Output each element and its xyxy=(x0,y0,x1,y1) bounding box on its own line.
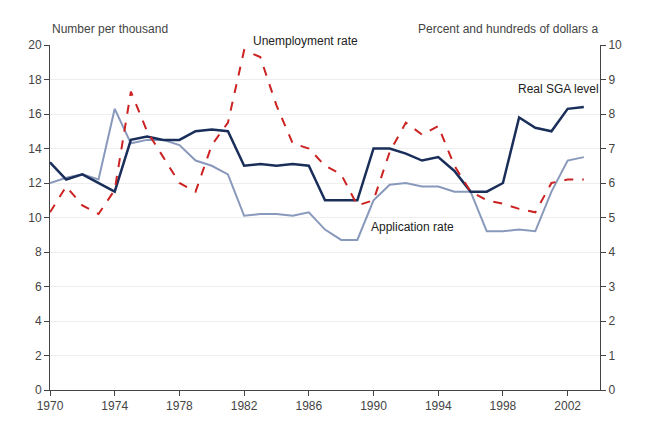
svg-text:0: 0 xyxy=(35,383,42,397)
svg-text:1990: 1990 xyxy=(360,399,387,413)
svg-text:9: 9 xyxy=(608,73,615,87)
svg-text:8: 8 xyxy=(35,245,42,259)
svg-text:4: 4 xyxy=(35,314,42,328)
svg-text:1974: 1974 xyxy=(101,399,128,413)
svg-text:1986: 1986 xyxy=(295,399,322,413)
svg-text:Percent and hundreds of dollar: Percent and hundreds of dollars a xyxy=(418,22,598,36)
svg-text:1994: 1994 xyxy=(425,399,452,413)
svg-text:2002: 2002 xyxy=(554,399,581,413)
svg-text:Unemployment rate: Unemployment rate xyxy=(253,34,358,48)
svg-text:4: 4 xyxy=(608,245,615,259)
svg-text:0: 0 xyxy=(608,383,615,397)
svg-text:10: 10 xyxy=(28,211,42,225)
svg-text:6: 6 xyxy=(608,176,615,190)
svg-text:1970: 1970 xyxy=(37,399,64,413)
svg-text:1998: 1998 xyxy=(490,399,517,413)
svg-text:16: 16 xyxy=(28,107,42,121)
svg-text:7: 7 xyxy=(608,142,615,156)
svg-text:1: 1 xyxy=(608,349,615,363)
svg-text:Number per thousand: Number per thousand xyxy=(52,22,168,36)
svg-text:2: 2 xyxy=(35,349,42,363)
svg-text:Real SGA level: Real SGA level xyxy=(518,82,599,96)
svg-text:1982: 1982 xyxy=(231,399,258,413)
svg-text:3: 3 xyxy=(608,280,615,294)
svg-text:18: 18 xyxy=(28,73,42,87)
svg-text:10: 10 xyxy=(608,38,622,52)
svg-text:Application rate: Application rate xyxy=(371,220,454,234)
svg-text:14: 14 xyxy=(28,142,42,156)
svg-text:12: 12 xyxy=(28,176,42,190)
svg-text:1978: 1978 xyxy=(166,399,193,413)
svg-text:2: 2 xyxy=(608,314,615,328)
svg-text:20: 20 xyxy=(28,38,42,52)
svg-text:5: 5 xyxy=(608,211,615,225)
svg-text:8: 8 xyxy=(608,107,615,121)
svg-text:6: 6 xyxy=(35,280,42,294)
